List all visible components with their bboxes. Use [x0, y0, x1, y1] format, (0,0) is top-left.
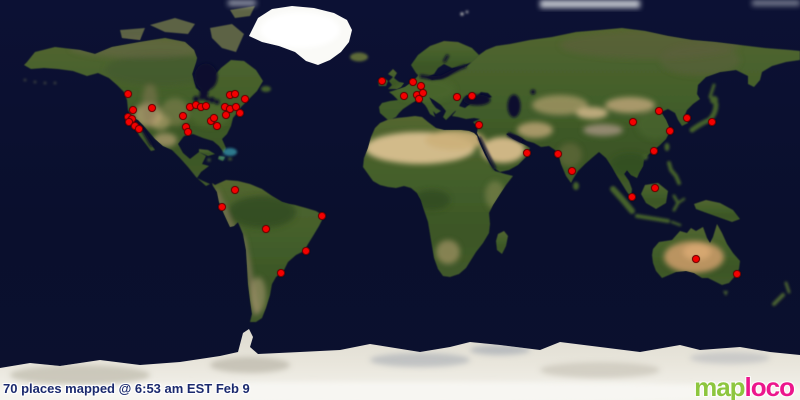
place-marker: [218, 203, 226, 211]
place-marker: [202, 102, 210, 110]
place-marker: [692, 255, 700, 263]
place-marker: [655, 107, 663, 115]
place-marker: [378, 77, 386, 85]
place-marker: [629, 118, 637, 126]
place-marker: [124, 90, 132, 98]
maploco-logo[interactable]: maploco: [694, 372, 795, 400]
place-marker: [415, 95, 423, 103]
place-marker: [135, 125, 143, 133]
place-marker: [554, 150, 562, 158]
place-marker: [523, 149, 531, 157]
place-marker: [129, 106, 137, 114]
place-marker: [241, 95, 249, 103]
place-marker: [666, 127, 674, 135]
place-marker: [650, 147, 658, 155]
place-marker: [651, 184, 659, 192]
place-marker: [222, 111, 230, 119]
place-marker: [184, 128, 192, 136]
place-marker: [733, 270, 741, 278]
place-marker: [468, 92, 476, 100]
place-marker: [210, 114, 218, 122]
place-marker: [475, 121, 483, 129]
place-marker: [277, 269, 285, 277]
place-marker: [683, 114, 691, 122]
place-marker: [453, 93, 461, 101]
place-marker: [302, 247, 310, 255]
place-marker: [213, 122, 221, 130]
place-marker: [318, 212, 326, 220]
places-mapped-caption: 70 places mapped @ 6:53 am EST Feb 9: [3, 381, 250, 396]
place-marker: [262, 225, 270, 233]
place-marker: [568, 167, 576, 175]
place-marker: [231, 90, 239, 98]
place-marker: [409, 78, 417, 86]
place-marker: [419, 89, 427, 97]
maploco-logo-map-text: map: [694, 372, 745, 400]
place-marker: [400, 92, 408, 100]
place-marker: [628, 193, 636, 201]
place-marker: [231, 186, 239, 194]
place-marker: [708, 118, 716, 126]
place-marker: [148, 104, 156, 112]
place-marker: [236, 109, 244, 117]
maploco-logo-loco-text: loco: [744, 372, 795, 400]
place-marker: [179, 112, 187, 120]
